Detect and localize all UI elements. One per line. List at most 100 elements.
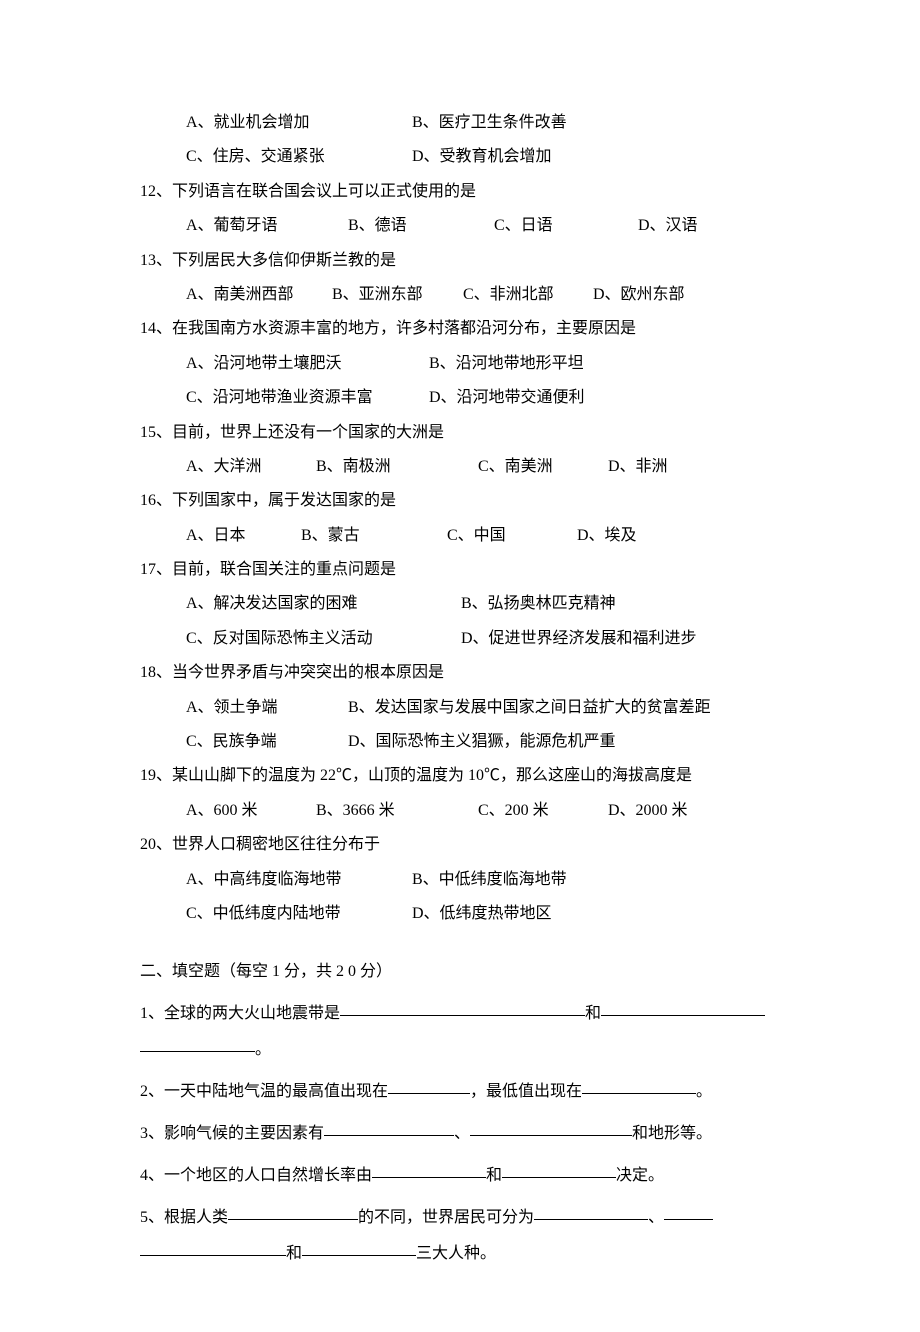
q11-options-row2: C、住房、交通紧张 D、受教育机会增加: [140, 140, 780, 174]
q18-option-d: D、国际恐怖主义猖獗，能源危机严重: [348, 725, 616, 759]
q16-option-b: B、蒙古: [301, 519, 447, 553]
f5-mid: 的不同，世界居民可分为: [358, 1209, 534, 1226]
q13-option-b: B、亚洲东部: [332, 278, 463, 312]
q11-option-d: D、受教育机会增加: [412, 140, 552, 174]
f5-sep: 、: [648, 1209, 664, 1226]
f4-blank1[interactable]: [372, 1177, 486, 1178]
q16-option-d: D、埃及: [577, 519, 637, 553]
f2-blank1[interactable]: [388, 1093, 470, 1094]
q19-text: 19、某山山脚下的温度为 22℃，山顶的温度为 10℃，那么这座山的海拔高度是: [140, 759, 780, 793]
q12-options: A、葡萄牙语 B、德语 C、日语 D、汉语: [140, 209, 780, 243]
q13-text: 13、下列居民大多信仰伊斯兰教的是: [140, 244, 780, 278]
f4-pre: 4、一个地区的人口自然增长率由: [140, 1167, 372, 1184]
q13-option-a: A、南美洲西部: [186, 278, 332, 312]
q20-options-row2: C、中低纬度内陆地带 D、低纬度热带地区: [140, 897, 780, 931]
q11-options-row1: A、就业机会增加 B、医疗卫生条件改善: [140, 106, 780, 140]
q18-text: 18、当今世界矛盾与冲突突出的根本原因是: [140, 656, 780, 690]
q17-option-d: D、促进世界经济发展和福利进步: [461, 622, 697, 656]
q15-text: 15、目前，世界上还没有一个国家的大洲是: [140, 416, 780, 450]
f3-blank1[interactable]: [324, 1135, 454, 1136]
q13-options: A、南美洲西部 B、亚洲东部 C、非洲北部 D、欧州东部: [140, 278, 780, 312]
q20-text: 20、世界人口稠密地区往往分布于: [140, 828, 780, 862]
f3-blank2[interactable]: [470, 1135, 632, 1136]
f1-blank1[interactable]: [340, 1015, 585, 1016]
f5-pre: 5、根据人类: [140, 1209, 228, 1226]
q17-option-c: C、反对国际恐怖主义活动: [186, 622, 461, 656]
f5-blank4[interactable]: [140, 1255, 286, 1256]
f5-blank3[interactable]: [664, 1219, 713, 1220]
q19-option-a: A、600 米: [186, 794, 316, 828]
q12-option-d: D、汉语: [638, 209, 698, 243]
q11-option-b: B、医疗卫生条件改善: [412, 106, 567, 140]
q16-option-a: A、日本: [186, 519, 301, 553]
fill-q1: 1、全球的两大火山地震带是 和 。: [140, 996, 780, 1068]
f2-pre: 2、一天中陆地气温的最高值出现在: [140, 1083, 388, 1100]
f2-end: 。: [696, 1083, 712, 1100]
q14-options-row2: C、沿河地带渔业资源丰富 D、沿河地带交通便利: [140, 381, 780, 415]
q20-options-row1: A、中高纬度临海地带 B、中低纬度临海地带: [140, 863, 780, 897]
q15-options: A、大洋洲 B、南极洲 C、南美洲 D、非洲: [140, 450, 780, 484]
q14-option-c: C、沿河地带渔业资源丰富: [186, 381, 429, 415]
q18-options-row1: A、领土争端 B、发达国家与发展中国家之间日益扩大的贫富差距: [140, 691, 780, 725]
fill-q5: 5、根据人类 的不同，世界居民可分为 、 和 三大人种。: [140, 1200, 780, 1272]
f5-blank5[interactable]: [302, 1255, 416, 1256]
q18-option-b: B、发达国家与发展中国家之间日益扩大的贫富差距: [348, 691, 711, 725]
q11-option-c: C、住房、交通紧张: [186, 140, 412, 174]
f5-end: 三大人种。: [416, 1245, 496, 1262]
f1-blank2[interactable]: [601, 1015, 765, 1016]
q14-option-a: A、沿河地带土壤肥沃: [186, 347, 429, 381]
f1-mid: 和: [585, 1005, 601, 1022]
f1-blank3[interactable]: [140, 1051, 255, 1052]
q15-option-a: A、大洋洲: [186, 450, 316, 484]
q14-option-b: B、沿河地带地形平坦: [429, 347, 584, 381]
f5-mid2: 和: [286, 1245, 302, 1262]
f1-pre: 1、全球的两大火山地震带是: [140, 1005, 340, 1022]
fill-q3: 3、影响气候的主要因素有 、 和地形等。: [140, 1116, 780, 1152]
f1-end: 。: [255, 1041, 271, 1058]
q14-option-d: D、沿河地带交通便利: [429, 381, 585, 415]
q15-option-c: C、南美洲: [478, 450, 608, 484]
q16-text: 16、下列国家中，属于发达国家的是: [140, 484, 780, 518]
section2-title: 二、填空题（每空 1 分，共 2 0 分）: [140, 955, 780, 989]
f2-blank2[interactable]: [582, 1093, 696, 1094]
f2-mid: ，最低值出现在: [470, 1083, 582, 1100]
q16-option-c: C、中国: [447, 519, 577, 553]
q18-option-a: A、领土争端: [186, 691, 348, 725]
q19-options: A、600 米 B、3666 米 C、200 米 D、2000 米: [140, 794, 780, 828]
q15-option-d: D、非洲: [608, 450, 668, 484]
q12-option-a: A、葡萄牙语: [186, 209, 348, 243]
q13-option-c: C、非洲北部: [463, 278, 593, 312]
q12-option-c: C、日语: [494, 209, 638, 243]
q13-option-d: D、欧州东部: [593, 278, 685, 312]
q11-option-a: A、就业机会增加: [186, 106, 412, 140]
f4-mid: 和: [486, 1167, 502, 1184]
fill-q2: 2、一天中陆地气温的最高值出现在 ，最低值出现在 。: [140, 1074, 780, 1110]
q18-option-c: C、民族争端: [186, 725, 348, 759]
q19-option-b: B、3666 米: [316, 794, 478, 828]
fill-q4: 4、一个地区的人口自然增长率由 和 决定。: [140, 1158, 780, 1194]
q19-option-d: D、2000 米: [608, 794, 688, 828]
q17-text: 17、目前，联合国关注的重点问题是: [140, 553, 780, 587]
f5-blank1[interactable]: [228, 1219, 358, 1220]
f5-blank2[interactable]: [534, 1219, 648, 1220]
q20-option-b: B、中低纬度临海地带: [412, 863, 567, 897]
q19-option-c: C、200 米: [478, 794, 608, 828]
q15-option-b: B、南极洲: [316, 450, 478, 484]
q12-option-b: B、德语: [348, 209, 494, 243]
q17-option-b: B、弘扬奥林匹克精神: [461, 587, 616, 621]
q17-option-a: A、解决发达国家的困难: [186, 587, 461, 621]
q14-text: 14、在我国南方水资源丰富的地方，许多村落都沿河分布，主要原因是: [140, 312, 780, 346]
f3-end: 和地形等。: [632, 1125, 712, 1142]
f3-sep: 、: [454, 1125, 470, 1142]
f4-end: 决定。: [616, 1167, 664, 1184]
q17-options-row2: C、反对国际恐怖主义活动 D、促进世界经济发展和福利进步: [140, 622, 780, 656]
q14-options-row1: A、沿河地带土壤肥沃 B、沿河地带地形平坦: [140, 347, 780, 381]
q12-text: 12、下列语言在联合国会议上可以正式使用的是: [140, 175, 780, 209]
q20-option-a: A、中高纬度临海地带: [186, 863, 412, 897]
q16-options: A、日本 B、蒙古 C、中国 D、埃及: [140, 519, 780, 553]
f3-pre: 3、影响气候的主要因素有: [140, 1125, 324, 1142]
f4-blank2[interactable]: [502, 1177, 616, 1178]
q20-option-c: C、中低纬度内陆地带: [186, 897, 412, 931]
q17-options-row1: A、解决发达国家的困难 B、弘扬奥林匹克精神: [140, 587, 780, 621]
q18-options-row2: C、民族争端 D、国际恐怖主义猖獗，能源危机严重: [140, 725, 780, 759]
